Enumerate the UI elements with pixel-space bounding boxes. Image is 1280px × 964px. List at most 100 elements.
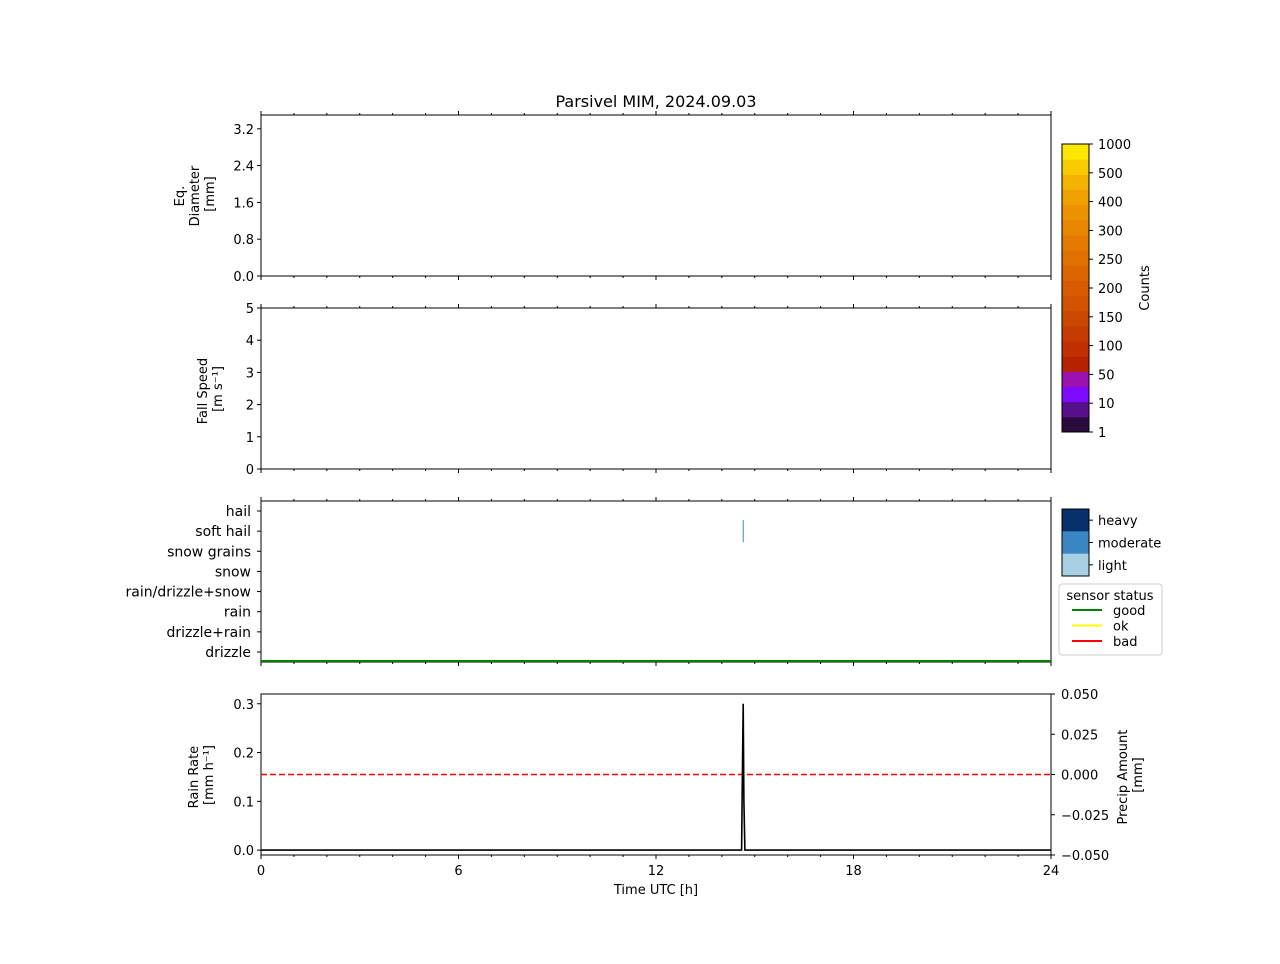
colorbar-cell [1062, 250, 1089, 266]
weather-category-label: rain/drizzle+snow [126, 585, 251, 601]
diameter-panel: 0.0 0.8 1.6 2.4 3.2 Eq. Diameter [mm] [173, 111, 1052, 285]
colorbar-tick-label: 10 [1098, 397, 1115, 412]
x-tick-label: 24 [1043, 864, 1060, 879]
colorbar-tick-label: 1000 [1098, 138, 1131, 153]
speed-ylabel-line-2: [m s⁻¹] [211, 366, 226, 412]
y-tick-label: 0.0 [233, 270, 254, 285]
x-axis-label: Time UTC [h] [613, 883, 698, 898]
rain-rate-line [261, 703, 1051, 851]
colorbar-cell [1062, 371, 1089, 388]
weather-category-label: drizzle [205, 645, 251, 661]
colorbar-tick-label: 400 [1098, 196, 1123, 211]
x-tick-label: 6 [454, 864, 462, 879]
y-tick-label-right: 0.025 [1061, 728, 1098, 743]
colorbar-cell [1062, 189, 1089, 206]
y-tick-label: 0.3 [233, 698, 254, 713]
weather-category-label: hail [226, 504, 251, 520]
y-tick-label: 3.2 [233, 123, 254, 138]
intensity-swatch [1062, 509, 1089, 532]
intensity-label: light [1098, 559, 1127, 574]
precip-ylabel: Precip Amount [mm] [1116, 725, 1146, 824]
rain-ylabel-line-1: Rain Rate [187, 746, 202, 809]
colorbar-cell [1062, 295, 1089, 312]
speed-ylabel: Fall Speed [m s⁻¹] [196, 354, 226, 425]
y-tick-label-right: −0.025 [1061, 809, 1109, 824]
colorbar-cell [1062, 280, 1089, 297]
colorbar-cell [1062, 325, 1089, 342]
weather-category-label: soft hail [195, 524, 251, 540]
weather-category-label: snow grains [167, 544, 251, 560]
y-tick-label: 2.4 [233, 160, 254, 175]
intensity-swatch [1062, 553, 1089, 577]
colorbar-cell [1062, 204, 1089, 221]
y-tick-label: 0.0 [233, 844, 254, 859]
x-tick-label: 0 [257, 864, 265, 879]
colorbar-tick-label: 100 [1098, 340, 1123, 355]
rain-ylabel: Rain Rate [mm h⁻¹] [187, 742, 217, 809]
y-tick-label-right: 0.000 [1061, 769, 1098, 784]
y-tick-label: 5 [246, 302, 254, 317]
colorbar-cell [1062, 159, 1089, 175]
diameter-ylabel-line-3: [mm] [203, 176, 218, 211]
status-legend-label: bad [1113, 635, 1137, 650]
intensity-swatch [1062, 531, 1089, 554]
colorbar-tick-label: 250 [1098, 253, 1123, 268]
diameter-plot-frame [260, 114, 1052, 277]
colorbar-cell [1062, 174, 1089, 190]
colorbar-cell [1062, 341, 1089, 357]
weather-category-label: rain [224, 605, 251, 621]
diameter-ylabel: Eq. Diameter [mm] [173, 162, 218, 227]
status-legend-label: ok [1113, 620, 1129, 635]
y-tick-label: 0 [246, 463, 254, 478]
precip-ylabel-line-2: [mm] [1131, 757, 1146, 792]
precip-ylabel-line-1: Precip Amount [1116, 730, 1131, 825]
y-tick-label: 1 [246, 431, 254, 446]
y-tick-label: 0.2 [233, 747, 254, 762]
colorbar-tick-label: 1 [1098, 426, 1106, 441]
y-tick-label: 4 [246, 334, 254, 349]
status-legend-label: good [1113, 604, 1145, 619]
colorbar-cell [1062, 416, 1089, 433]
speed-panel: 0 1 2 3 4 5 Fall Speed [m s⁻¹] [196, 302, 1052, 478]
weather-category-label: snow [215, 564, 251, 580]
colorbar-cell [1062, 265, 1089, 281]
colorbar-tick-label: 50 [1098, 368, 1115, 383]
colorbar-cell [1062, 401, 1089, 418]
colorbar-cell [1062, 310, 1089, 327]
y-tick-label: 2 [246, 399, 254, 414]
diameter-ylabel-line-1: Eq. [173, 186, 188, 207]
y-tick-label: 1.6 [233, 196, 254, 211]
rain-ylabel-line-2: [mm h⁻¹] [202, 745, 217, 805]
colorbar-tick-label: 150 [1098, 311, 1123, 326]
counts-colorbar: 1 10 50 100 150 200 250 300 400 500 1000 Counts [1061, 138, 1153, 441]
colorbar-cell [1062, 144, 1089, 160]
weather-panel: drizzle drizzle+rain rain rain/drizzle+snow… [126, 497, 1052, 666]
intensity-label: heavy [1098, 514, 1138, 529]
colorbar-label: Counts [1138, 265, 1153, 311]
weather-category-label: drizzle+rain [166, 625, 251, 641]
y-tick-label: 0.1 [233, 795, 254, 810]
y-tick-label-right: −0.050 [1061, 849, 1109, 864]
y-tick-label: 3 [246, 366, 254, 381]
colorbar-cell [1062, 234, 1089, 251]
weather-plot-frame [260, 500, 1052, 663]
colorbar-tick-label: 300 [1098, 224, 1123, 239]
diameter-ylabel-line-2: Diameter [188, 165, 203, 226]
colorbar-cell [1062, 386, 1089, 403]
status-legend-title: sensor status [1066, 589, 1153, 604]
rain-panel: 0.0 0.1 0.2 0.3 0.050 0.025 0.000 −0.025 −0.050… [187, 688, 1146, 898]
intensity-label: moderate [1098, 537, 1161, 552]
intensity-legend-frame [1061, 508, 1090, 577]
y-tick-label-right: 0.050 [1061, 688, 1098, 703]
x-tick-label: 18 [845, 864, 862, 879]
speed-ylabel-line-1: Fall Speed [196, 358, 211, 424]
colorbar-cell [1062, 219, 1089, 236]
colorbar-tick-label: 500 [1098, 167, 1123, 182]
intensity-legend: heavy moderate light [1061, 508, 1161, 577]
speed-plot-frame [260, 307, 1052, 470]
status-legend-box [1058, 583, 1163, 656]
colorbar-cell [1062, 356, 1089, 372]
chart-title: Parsivel MIM, 2024.09.03 [555, 92, 756, 111]
y-tick-label: 0.8 [233, 233, 254, 248]
